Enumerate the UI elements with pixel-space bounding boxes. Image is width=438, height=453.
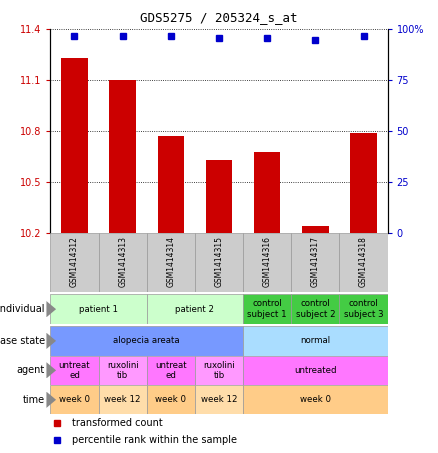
Bar [99,385,147,414]
Polygon shape [46,362,56,378]
Text: control
subject 3: control subject 3 [344,299,383,319]
Bar [195,385,243,414]
Bar [50,294,147,324]
Bar [147,385,195,414]
Bar [243,326,388,356]
Text: individual: individual [0,304,45,314]
Bar [243,233,291,292]
Text: agent: agent [17,365,45,376]
Bar [291,294,339,324]
Bar [291,233,339,292]
Bar [110,81,136,233]
Text: GSM1414315: GSM1414315 [215,236,223,287]
Bar [206,160,232,233]
Bar [99,356,147,385]
Text: patient 1: patient 1 [79,305,118,313]
Text: GSM1414318: GSM1414318 [359,236,368,287]
Text: patient 2: patient 2 [175,305,215,313]
Text: normal: normal [300,337,330,345]
Text: week 0: week 0 [300,395,331,404]
Bar [339,233,388,292]
Polygon shape [46,333,56,349]
Text: untreat
ed: untreat ed [155,361,187,380]
Text: transformed count: transformed count [72,418,163,428]
Text: GSM1414316: GSM1414316 [263,236,272,287]
Text: time: time [23,395,45,405]
Bar [158,136,184,233]
Bar [147,233,195,292]
Text: week 12: week 12 [201,395,237,404]
Text: GSM1414313: GSM1414313 [118,236,127,287]
Bar [243,294,291,324]
Text: control
subject 1: control subject 1 [247,299,287,319]
Bar [243,356,388,385]
Text: disease state: disease state [0,336,45,346]
Bar [99,233,147,292]
Text: untreat
ed: untreat ed [59,361,90,380]
Bar [350,133,377,233]
Bar [195,356,243,385]
Bar [243,385,388,414]
Text: GSM1414314: GSM1414314 [166,236,175,287]
Text: control
subject 2: control subject 2 [296,299,335,319]
Bar [254,152,280,233]
Bar [302,226,328,233]
Polygon shape [46,392,56,408]
Bar [50,233,99,292]
Text: ruxolini
tib: ruxolini tib [203,361,235,380]
Bar [50,356,99,385]
Bar [147,356,195,385]
Text: GDS5275 / 205324_s_at: GDS5275 / 205324_s_at [140,11,298,24]
Bar [147,294,243,324]
Bar [50,385,99,414]
Bar [195,233,243,292]
Text: week 0: week 0 [59,395,90,404]
Text: GSM1414317: GSM1414317 [311,236,320,287]
Bar [339,294,388,324]
Bar [50,326,243,356]
Text: percentile rank within the sample: percentile rank within the sample [72,435,237,445]
Polygon shape [46,301,56,317]
Text: untreated: untreated [294,366,337,375]
Text: week 12: week 12 [104,395,141,404]
Bar [61,58,88,233]
Text: ruxolini
tib: ruxolini tib [107,361,138,380]
Text: alopecia areata: alopecia areata [113,337,180,345]
Text: GSM1414312: GSM1414312 [70,236,79,287]
Text: week 0: week 0 [155,395,186,404]
